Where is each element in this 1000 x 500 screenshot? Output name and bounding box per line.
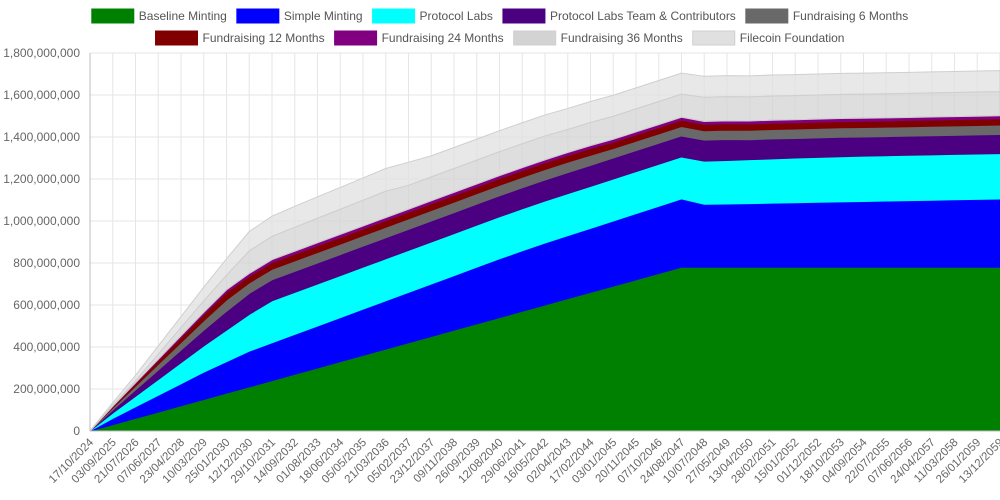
- legend-item-fundraising-36-months[interactable]: Fundraising 36 Months: [513, 30, 683, 46]
- y-axis-ticks: 0 200,000,000 400,000,000 600,000,000 800,00…: [3, 46, 80, 438]
- legend-item-simple-minting[interactable]: Simple Minting: [236, 8, 363, 24]
- legend-swatch: [155, 30, 199, 46]
- legend-label: Fundraising 24 Months: [382, 31, 504, 45]
- y-tick-label: 800,000,000: [13, 256, 80, 270]
- legend-label: Protocol Labs: [420, 9, 493, 23]
- legend-label: Protocol Labs Team & Contributors: [550, 9, 736, 23]
- series-areas: [89, 70, 1000, 432]
- legend: Baseline Minting Simple Minting Protocol L…: [91, 8, 908, 46]
- legend-label: Baseline Minting: [139, 9, 227, 23]
- legend-label: Fundraising 6 Months: [793, 9, 908, 23]
- legend-swatch: [745, 8, 789, 24]
- legend-label: Fundraising 12 Months: [203, 31, 325, 45]
- y-tick-label: 200,000,000: [13, 382, 80, 396]
- y-tick-label: 600,000,000: [13, 298, 80, 312]
- y-tick-label: 1,000,000,000: [3, 214, 80, 228]
- axes: [89, 53, 1000, 432]
- legend-item-fundraising-6-months[interactable]: Fundraising 6 Months: [745, 8, 908, 24]
- y-tick-label: 400,000,000: [13, 340, 80, 354]
- legend-item-fundraising-24-months[interactable]: Fundraising 24 Months: [334, 30, 504, 46]
- y-tick-label: 1,200,000,000: [3, 172, 80, 186]
- legend-swatch: [236, 8, 280, 24]
- legend-swatch: [692, 30, 736, 46]
- y-tick-label: 0: [73, 424, 80, 438]
- x-axis-ticks: 17/10/202403/09/202521/07/202607/06/2027…: [47, 436, 1000, 486]
- legend-swatch: [372, 8, 416, 24]
- legend-label: Filecoin Foundation: [740, 31, 845, 45]
- legend-label: Fundraising 36 Months: [561, 31, 683, 45]
- legend-item-baseline-minting[interactable]: Baseline Minting: [91, 8, 227, 24]
- legend-item-protocol-labs[interactable]: Protocol Labs: [372, 8, 493, 24]
- legend-label: Simple Minting: [284, 9, 363, 23]
- legend-item-fundraising-12-months[interactable]: Fundraising 12 Months: [155, 30, 325, 46]
- legend-swatch: [91, 8, 135, 24]
- legend-item-filecoin-foundation[interactable]: Filecoin Foundation: [692, 30, 845, 46]
- legend-item-protocol-labs-team-and-contributors[interactable]: Protocol Labs Team & Contributors: [502, 8, 736, 24]
- area-filecoin-foundation: [89, 70, 1000, 432]
- legend-swatch: [502, 8, 546, 24]
- legend-swatch: [334, 30, 378, 46]
- legend-swatch: [513, 30, 557, 46]
- y-tick-label: 1,600,000,000: [3, 88, 80, 102]
- y-tick-label: 1,400,000,000: [3, 130, 80, 144]
- y-tick-label: 1,800,000,000: [3, 46, 80, 60]
